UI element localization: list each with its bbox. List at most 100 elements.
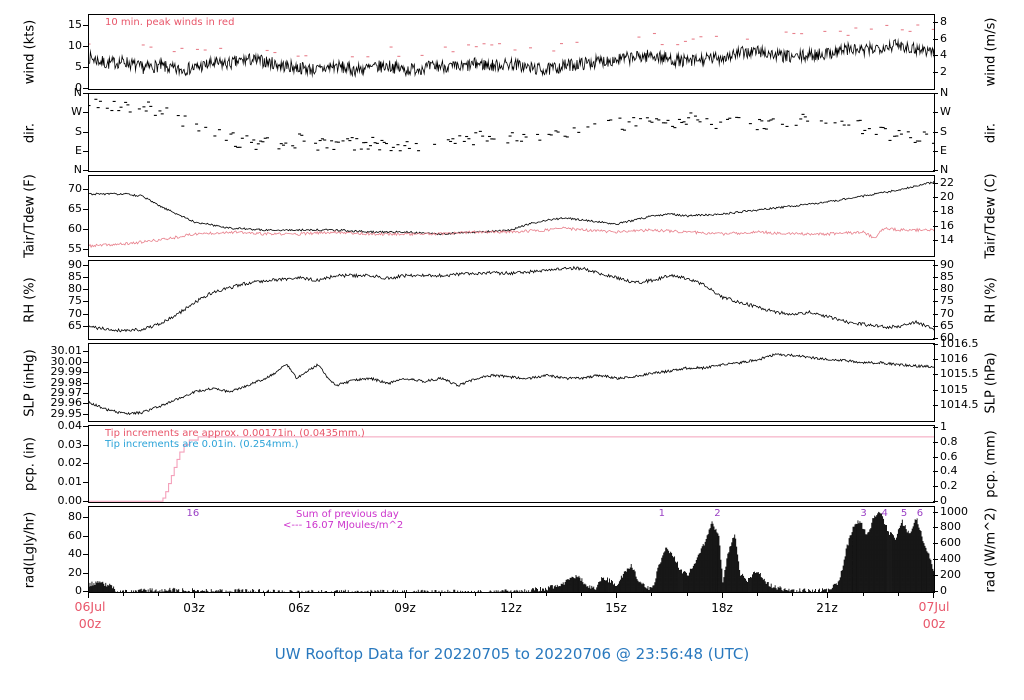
- y-tick-mark: [933, 575, 938, 576]
- y-tick-mark: [83, 383, 88, 384]
- x-axis-start-date: 06Jul 00z: [75, 598, 106, 632]
- y-axis-label-rh-right: RH (%): [983, 277, 999, 323]
- y-tick-mark: [933, 197, 938, 198]
- y-tick-label: 75: [940, 294, 954, 307]
- y-tick-label: 0: [75, 584, 82, 597]
- y-axis-label-rad-lgly: rad(Lgly/hr): [22, 511, 38, 588]
- y-tick-mark: [83, 249, 88, 250]
- radiation-day-marker: 2: [714, 508, 721, 519]
- y-axis-label-wind-kts: wind (kts): [22, 19, 38, 85]
- y-tick-mark: [933, 559, 938, 560]
- x-tick-label: 18z: [711, 601, 733, 615]
- x-tick-label: 09z: [394, 601, 416, 615]
- y-tick-label: 80: [68, 282, 82, 295]
- radiation-day-marker: 1: [658, 508, 666, 519]
- x-tick-mark: [933, 593, 934, 598]
- y-tick-mark: [83, 301, 88, 302]
- x-tick-label: 21z: [816, 601, 838, 615]
- y-tick-mark: [83, 189, 88, 190]
- y-tick-mark: [83, 25, 88, 26]
- y-tick-label: 0.8: [940, 435, 958, 448]
- x-tick-mark: [440, 593, 441, 596]
- tip-increment-note-blue: Tip increments are 0.01in. (0.254mm.): [105, 439, 299, 450]
- y-tick-mark: [83, 277, 88, 278]
- humidity-panel-canvas: [89, 261, 934, 339]
- y-tick-mark: [83, 414, 88, 415]
- peak-winds-note: 10 min. peak winds in red: [105, 17, 235, 28]
- y-tick-mark: [83, 463, 88, 464]
- y-tick-label: 70: [68, 182, 82, 195]
- temperature-panel-canvas: [89, 176, 934, 256]
- y-tick-label: N: [73, 86, 82, 99]
- y-axis-label-dir-left: dir.: [22, 122, 38, 143]
- y-tick-label: 29.99: [50, 365, 83, 378]
- x-axis-start-date-line2: 00z: [78, 616, 102, 631]
- y-tick-mark: [83, 289, 88, 290]
- y-tick-mark: [933, 457, 938, 458]
- y-tick-label: 1: [940, 420, 947, 433]
- radiation-sum-label: Sum of previous day: [296, 509, 399, 520]
- y-tick-mark: [83, 372, 88, 373]
- y-tick-mark: [83, 151, 88, 152]
- y-tick-label: 70: [68, 307, 82, 320]
- y-tick-label: 4: [940, 48, 947, 61]
- radiation-panel-canvas: [89, 507, 934, 592]
- x-tick-mark: [827, 593, 828, 598]
- y-tick-label: 0.03: [57, 438, 83, 451]
- x-axis-end-date: 07Jul 00z: [919, 598, 950, 632]
- y-tick-label: 0: [940, 584, 947, 597]
- y-tick-mark: [933, 226, 938, 227]
- x-tick-mark: [299, 593, 300, 598]
- x-tick-mark: [722, 593, 723, 598]
- y-tick-mark: [933, 359, 938, 360]
- y-tick-label: 1015: [940, 383, 968, 396]
- y-tick-mark: [83, 501, 88, 502]
- x-tick-mark: [370, 593, 371, 596]
- y-axis-label-slp-inhg: SLP (inHg): [22, 348, 38, 417]
- y-tick-label: 16: [940, 219, 954, 232]
- y-tick-mark: [933, 374, 938, 375]
- y-tick-label: N: [940, 163, 949, 176]
- y-tick-mark: [933, 591, 938, 592]
- y-tick-label: 40: [68, 547, 82, 560]
- y-tick-label: 18: [940, 204, 954, 217]
- y-tick-mark: [933, 240, 938, 241]
- y-tick-label: 14: [940, 233, 954, 246]
- x-tick-mark: [757, 593, 758, 596]
- y-tick-label: 5: [75, 60, 82, 73]
- y-tick-mark: [933, 289, 938, 290]
- x-axis-start-date-line1: 06Jul: [74, 599, 106, 614]
- y-tick-label: 1014.5: [940, 398, 979, 411]
- y-tick-label: 90: [68, 258, 82, 271]
- y-tick-label: 65: [68, 319, 82, 332]
- radiation-panel: Sum of previous day <--- 16.07 MJoules/m…: [88, 506, 935, 593]
- y-tick-mark: [933, 427, 938, 428]
- y-tick-label: 1000: [940, 505, 968, 518]
- y-tick-mark: [933, 151, 938, 152]
- y-tick-mark: [933, 390, 938, 391]
- x-tick-mark: [687, 593, 688, 596]
- pressure-panel: [88, 343, 935, 422]
- x-tick-label: 12z: [500, 601, 522, 615]
- y-tick-mark: [933, 344, 938, 345]
- y-tick-mark: [933, 405, 938, 406]
- y-tick-mark: [83, 170, 88, 171]
- y-tick-mark: [83, 393, 88, 394]
- y-tick-label: 60: [68, 529, 82, 542]
- y-tick-label: S: [940, 125, 947, 138]
- tip-increment-note-red: Tip increments are approx. 0.00171in. (0…: [105, 428, 365, 439]
- y-tick-label: W: [71, 105, 82, 118]
- y-axis-label-tair-f: Tair/Tdew (F): [22, 174, 38, 258]
- y-tick-mark: [83, 112, 88, 113]
- x-tick-label: 15z: [605, 601, 627, 615]
- y-tick-mark: [933, 265, 938, 266]
- y-tick-label: 30.01: [50, 344, 83, 357]
- y-tick-label: 800: [940, 520, 961, 533]
- direction-panel: [88, 93, 935, 172]
- temperature-panel: [88, 175, 935, 257]
- y-tick-label: 85: [940, 270, 954, 283]
- y-tick-label: 30.00: [50, 355, 83, 368]
- y-tick-label: 20: [68, 566, 82, 579]
- y-tick-mark: [83, 265, 88, 266]
- y-tick-label: 0.2: [940, 479, 958, 492]
